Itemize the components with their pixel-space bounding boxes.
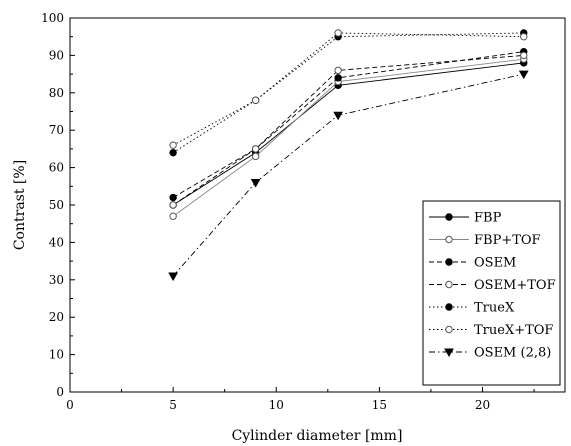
y-tick-label: 30 (49, 273, 64, 287)
y-tick-label: 100 (41, 11, 64, 25)
data-point (520, 51, 528, 60)
y-tick-label: 90 (49, 48, 64, 62)
data-point (250, 179, 261, 188)
y-tick-label: 50 (49, 198, 64, 212)
series-4 (169, 29, 528, 157)
legend-swatch-marker (445, 325, 453, 334)
legend-label: OSEM (474, 256, 516, 271)
legend-box (422, 200, 561, 386)
y-tick-label: 60 (49, 161, 64, 175)
data-point (251, 145, 260, 153)
data-point (168, 272, 178, 282)
data-point (520, 33, 528, 41)
legend-item: TrueX (429, 301, 515, 316)
legend-swatch-marker (445, 258, 453, 266)
data-point (169, 141, 177, 149)
axis-ticks: 0 10 20 30 40 50 60 70 80 90 100 0 5 10 15 20 (41, 11, 535, 412)
legend: FBP FBP+TOF OSEM OSEM+TOF TrueX TrueX+TOF OSEM… (422, 200, 561, 386)
legend-swatch-marker (445, 213, 453, 221)
series-line (172, 62, 524, 206)
x-axis-title: Cylinder diameter [mm] (232, 428, 403, 444)
series-line (172, 54, 524, 206)
legend-swatch-marker (444, 348, 454, 358)
series-6 (168, 70, 529, 282)
data-point (169, 193, 177, 202)
series-layer (168, 29, 529, 282)
y-tick-label: 70 (49, 123, 64, 137)
data-point (334, 29, 342, 37)
series-1 (169, 55, 528, 220)
y-tick-label: 0 (56, 385, 64, 399)
x-tick-label: 15 (372, 398, 387, 412)
data-point (251, 152, 260, 161)
legend-item: OSEM (429, 256, 516, 271)
legend-label: FBP+TOF (474, 233, 541, 248)
data-point (169, 148, 177, 157)
series-2 (169, 47, 528, 202)
series-line (172, 51, 524, 198)
data-point (333, 111, 343, 121)
y-tick-label: 10 (49, 348, 64, 362)
y-tick-label: 80 (49, 86, 64, 100)
legend-label: TrueX (474, 301, 515, 316)
series-line (172, 73, 524, 277)
y-tick-label: 40 (49, 235, 64, 249)
x-tick-label: 10 (269, 398, 284, 412)
series-0 (169, 59, 528, 209)
series-line (172, 32, 524, 146)
x-tick-label: 20 (475, 398, 490, 412)
legend-swatch-marker (445, 303, 453, 311)
y-tick-label: 20 (49, 310, 64, 324)
series-line (172, 32, 524, 154)
legend-label: TrueX+TOF (474, 323, 553, 338)
x-tick-label: 5 (169, 398, 177, 412)
series-5 (169, 29, 528, 149)
legend-label: OSEM (2,8) (474, 346, 551, 361)
legend-swatch-marker (445, 280, 453, 289)
series-3 (169, 51, 528, 209)
data-point (251, 96, 260, 104)
series-line (172, 58, 524, 217)
data-point (169, 212, 177, 220)
legend-label: FBP (474, 211, 502, 226)
x-tick-label: 0 (66, 398, 74, 412)
legend-swatch-marker (445, 235, 453, 244)
y-axis-title: Contrast [%] (12, 160, 28, 250)
data-point (518, 70, 529, 80)
data-point (334, 74, 342, 82)
data-point (334, 66, 342, 75)
legend-item: FBP+TOF (429, 233, 541, 248)
legend-item: TrueX+TOF (429, 323, 553, 338)
legend-item: OSEM (2,8) (429, 346, 551, 361)
legend-item: FBP (429, 211, 502, 226)
legend-item: OSEM+TOF (429, 278, 556, 293)
legend-label: OSEM+TOF (474, 278, 556, 293)
data-point (169, 201, 177, 209)
